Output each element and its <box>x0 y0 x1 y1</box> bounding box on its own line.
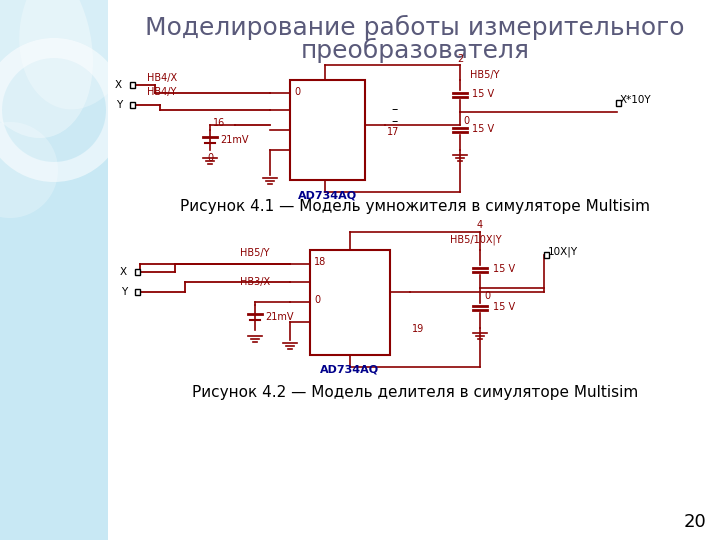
Text: 21mV: 21mV <box>265 312 294 322</box>
Text: Рисунок 4.2 — Модель делителя в симуляторе Multisim: Рисунок 4.2 — Модель делителя в симулято… <box>192 384 638 400</box>
Text: 20: 20 <box>683 513 706 531</box>
Text: Y: Y <box>121 287 127 297</box>
Text: X: X <box>115 80 122 90</box>
Bar <box>135 269 140 275</box>
Ellipse shape <box>0 0 93 138</box>
Bar <box>544 252 549 258</box>
Text: 21mV: 21mV <box>220 135 248 145</box>
Text: HB4/X: HB4/X <box>147 73 177 83</box>
Text: 0: 0 <box>207 153 213 163</box>
Text: –: – <box>392 116 398 129</box>
Bar <box>135 289 140 295</box>
Bar <box>130 102 135 108</box>
Text: 16: 16 <box>212 118 225 128</box>
Text: 10X|Y: 10X|Y <box>548 247 578 257</box>
Text: 0: 0 <box>484 291 490 301</box>
Bar <box>616 100 621 106</box>
Text: HB4/Y: HB4/Y <box>147 87 176 97</box>
Bar <box>0 0 108 540</box>
Ellipse shape <box>0 38 126 182</box>
Text: Моделирование работы измерительного: Моделирование работы измерительного <box>145 15 685 39</box>
Text: Y: Y <box>116 100 122 110</box>
Text: 15 V: 15 V <box>493 264 515 274</box>
Text: 18: 18 <box>314 257 326 267</box>
Text: 19: 19 <box>412 324 424 334</box>
Text: HB5/Y: HB5/Y <box>240 248 269 258</box>
Text: Рисунок 4.1 — Модель умножителя в симуляторе Multisim: Рисунок 4.1 — Модель умножителя в симуля… <box>180 199 650 214</box>
Text: 2: 2 <box>457 54 463 64</box>
Text: 0: 0 <box>294 87 300 97</box>
Text: 0: 0 <box>463 116 469 126</box>
Text: X: X <box>120 267 127 277</box>
Ellipse shape <box>0 122 58 218</box>
Text: 15 V: 15 V <box>472 124 494 134</box>
Text: X*10Y: X*10Y <box>620 95 652 105</box>
Text: 0: 0 <box>314 295 320 305</box>
Bar <box>310 250 390 355</box>
Bar <box>290 80 365 180</box>
Text: AD734AQ: AD734AQ <box>298 190 357 200</box>
Text: HB5/Y: HB5/Y <box>470 70 500 80</box>
Text: 15 V: 15 V <box>493 302 515 312</box>
Text: 15 V: 15 V <box>472 89 494 99</box>
Text: AD734AQ: AD734AQ <box>320 365 379 375</box>
Text: –: – <box>392 104 398 117</box>
Ellipse shape <box>19 0 137 110</box>
Text: HB3/X: HB3/X <box>240 277 270 287</box>
Ellipse shape <box>2 58 106 162</box>
Text: 17: 17 <box>387 127 400 137</box>
Text: HB5/10X|Y: HB5/10X|Y <box>450 235 502 245</box>
Bar <box>130 82 135 88</box>
Text: 4: 4 <box>477 220 483 230</box>
Text: преобразователя: преобразователя <box>300 37 529 63</box>
